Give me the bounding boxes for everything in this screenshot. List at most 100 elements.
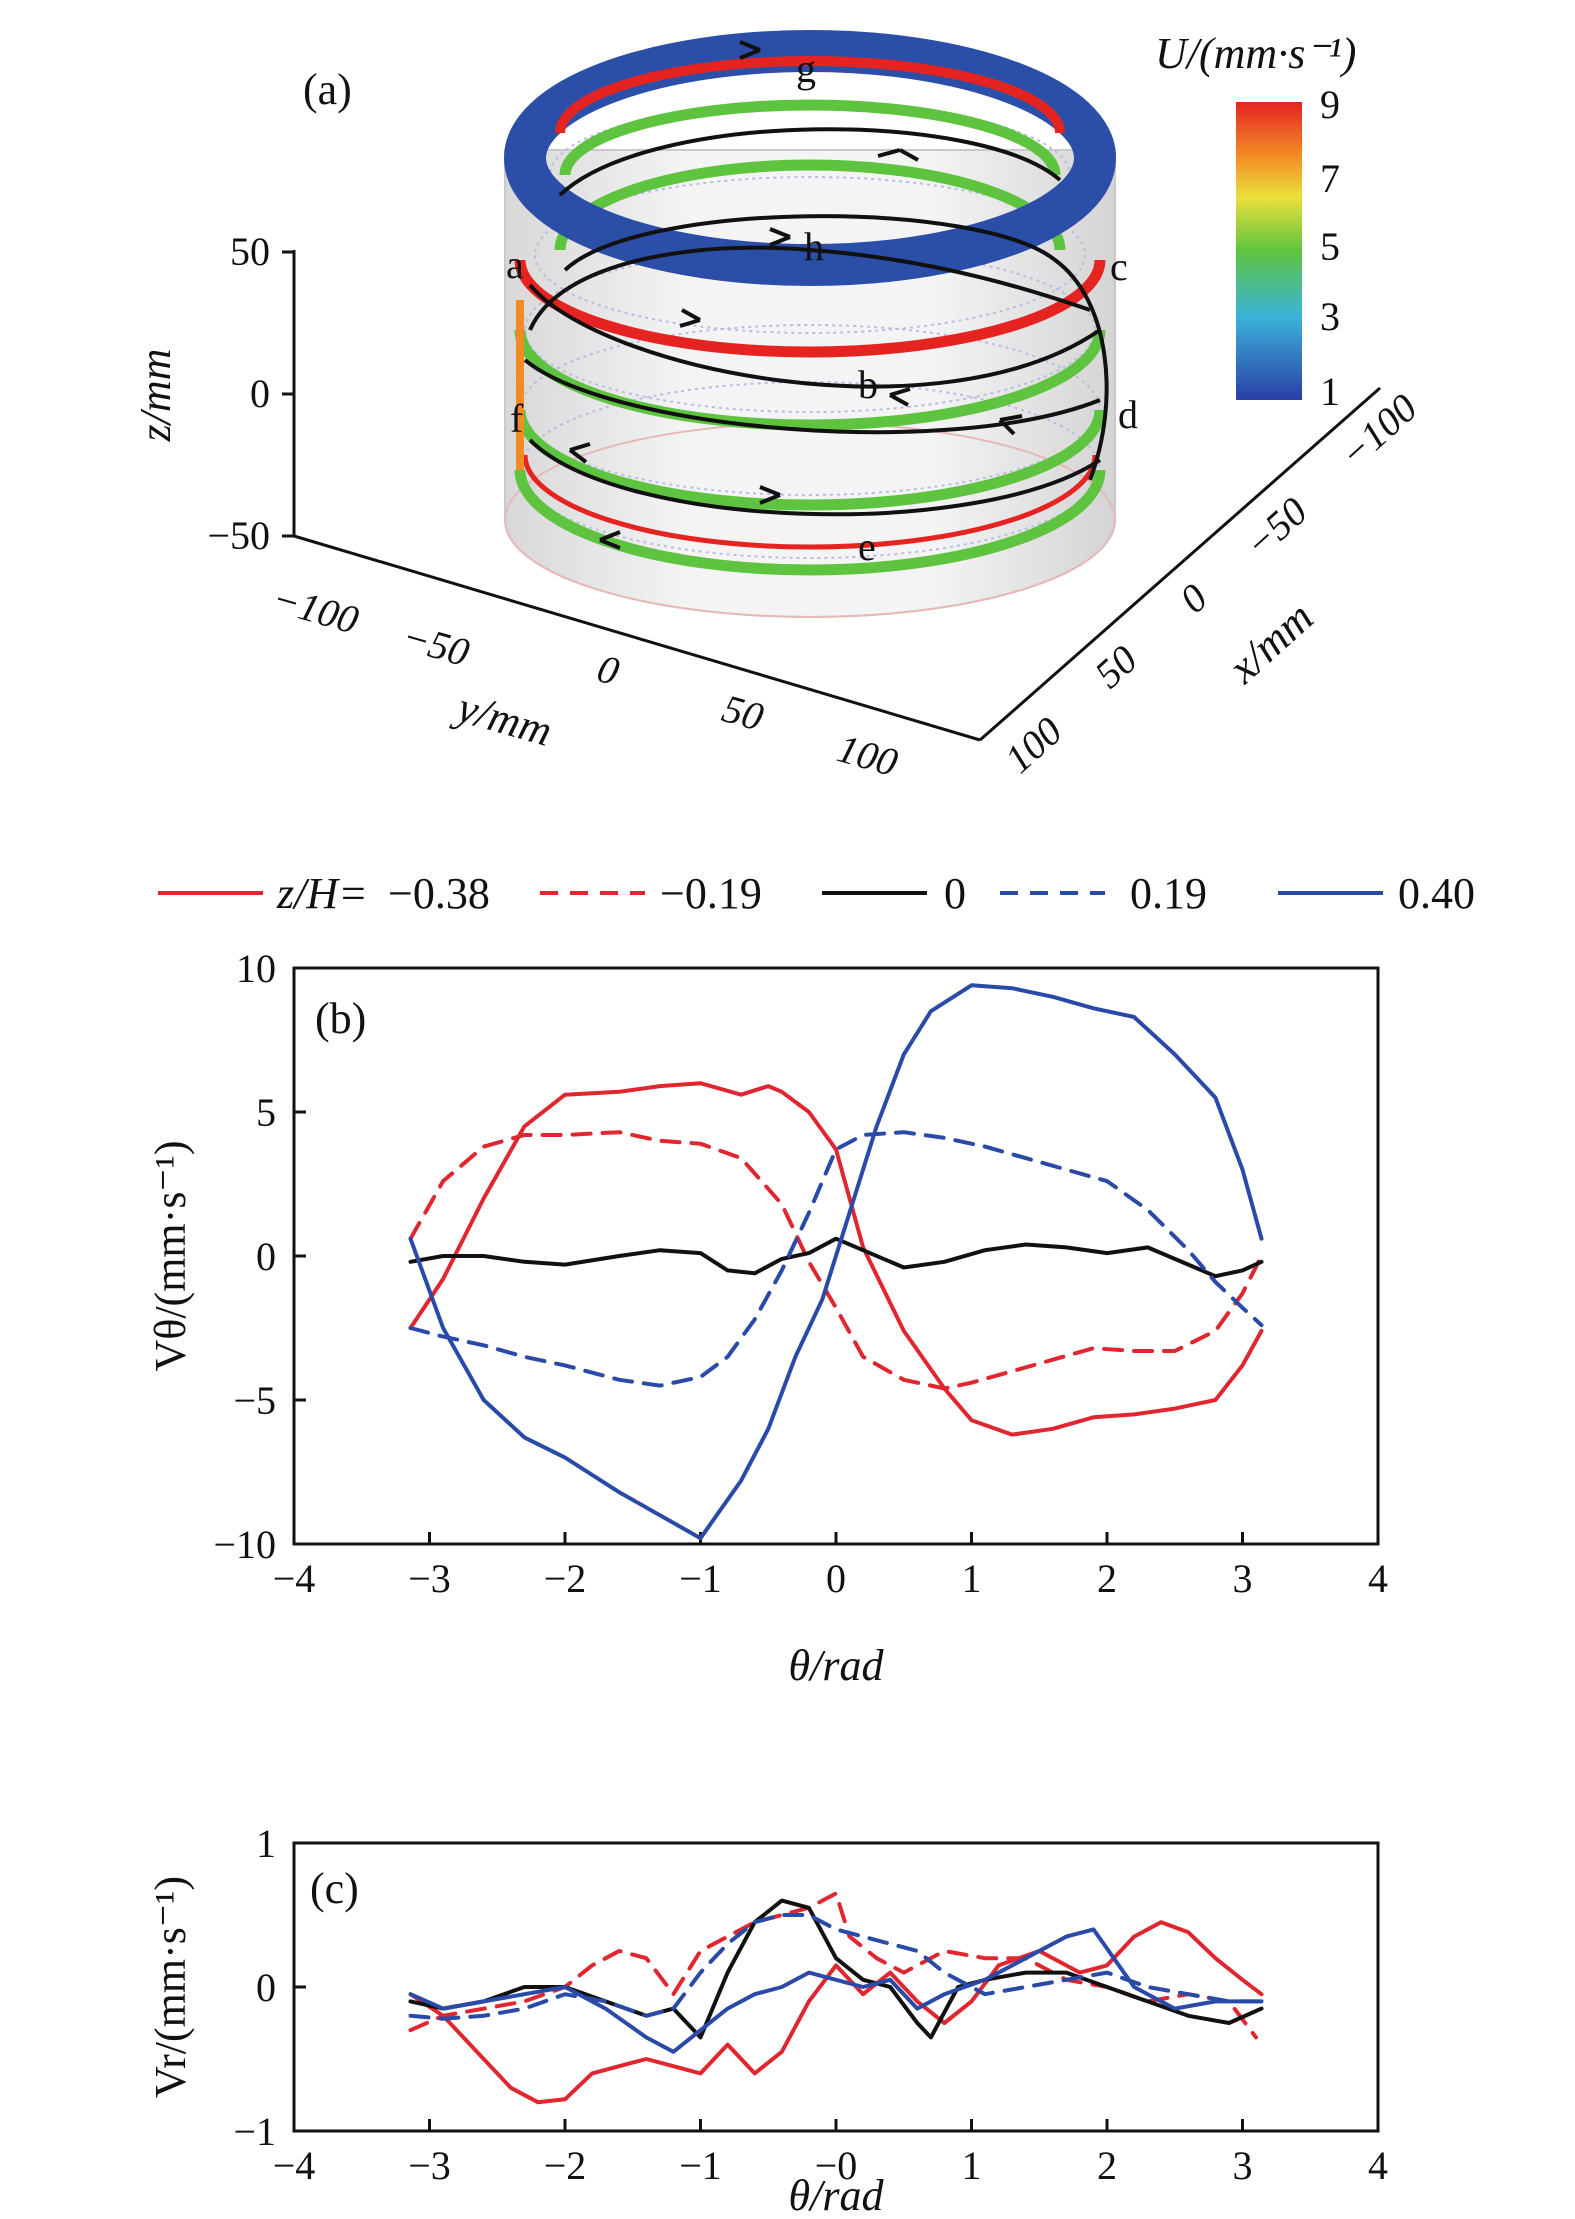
panel-b-series-line [408, 1130, 1264, 1391]
band-b [514, 329, 1106, 431]
legend-label-0: 0 [944, 869, 966, 918]
z-tick-label-0: 0 [250, 371, 270, 416]
point-label-g: g [796, 46, 816, 91]
panel-c-series-line [408, 1913, 1264, 2021]
band-g-back [559, 99, 1061, 176]
point-label-h: h [804, 224, 824, 269]
colorbar-tick-1: 1 [1320, 369, 1340, 414]
legend-label-019: 0.19 [1130, 869, 1207, 918]
x-axis-line [979, 386, 1381, 742]
panel-c-yticks: −1 0 1 [233, 1821, 306, 2154]
panel-c-xtick-label: −3 [408, 2143, 451, 2188]
cylinder: a b c d e f g h [504, 30, 1138, 618]
panel-c-ytick-label: −1 [233, 2109, 276, 2154]
panel-b-xtick-label: 1 [962, 1556, 982, 1601]
y-tick-label-50: 50 [718, 685, 769, 739]
legend-label-m038: −0.38 [388, 869, 490, 918]
y-tick-label-m50: −50 [398, 613, 475, 675]
panel-b-xtick-label: −4 [273, 1556, 316, 1601]
panel-b-series-line [408, 1130, 1264, 1388]
panel-b-ytick-label: 5 [256, 1090, 276, 1135]
panel-c-ytick-label: 1 [256, 1821, 276, 1866]
panel-b-xtick-label: −3 [408, 1556, 451, 1601]
x-tick-label-100: 100 [996, 708, 1071, 782]
panel-c-xlabel: θ/rad [789, 2171, 885, 2219]
colorbar-tick-7: 7 [1320, 156, 1340, 201]
panel-b-series-line [408, 1236, 1264, 1279]
y-tick-label-100: 100 [833, 725, 903, 785]
y-axis-label: y/mm [448, 681, 557, 755]
panel-a-axes [282, 250, 1381, 742]
z-tick-label-50: 50 [230, 229, 270, 274]
panel-b-xticks: −4 −3 −2 −1 0 1 2 3 4 [273, 1532, 1388, 1601]
panel-a: (a) 50 0 −50 z/mm −100 −50 0 50 100 y/mm… [131, 29, 1426, 785]
colorbar-title: U/(mm·s⁻¹) [1155, 29, 1356, 78]
legend-label-040: 0.40 [1398, 869, 1475, 918]
panel-b-xtick-label: 3 [1233, 1556, 1253, 1601]
panel-c-ylabel: Vr/(mm·s⁻¹) [146, 1876, 195, 2098]
panel-c-xtick-label: −0 [815, 2143, 858, 2188]
panel-c-xtick-label: 2 [1097, 2143, 1117, 2188]
panel-c-label: (c) [310, 1864, 359, 1913]
panel-c-xtick-label: 3 [1233, 2143, 1253, 2188]
panel-b-series [408, 983, 1264, 1541]
streamline-arrows [568, 40, 1023, 550]
panel-b-xtick-label: 4 [1368, 1556, 1388, 1601]
panel-c-xtick-label: −2 [544, 2143, 587, 2188]
x-axis-label: x/mm [1218, 592, 1322, 693]
band-d [514, 409, 1106, 511]
colorbar-gradient [1236, 102, 1302, 400]
panel-b-xtick-label: 2 [1097, 1556, 1117, 1601]
panel-b-xtick-label: 0 [826, 1556, 846, 1601]
panel-c-xtick-label: −4 [273, 2143, 316, 2188]
panel-b: (b) θ/rad Vθ/(mm·s⁻¹) −4 −3 −2 −1 0 1 2 3 4 −10−… [146, 946, 1388, 1690]
point-label-c: c [1110, 244, 1128, 289]
panel-b-series-line [408, 983, 1264, 1541]
panel-b-xtick-label: −2 [544, 1556, 587, 1601]
colorbar-tick-3: 3 [1320, 294, 1340, 339]
streamlines [523, 127, 1109, 517]
panel-c-series-line [408, 1891, 1258, 2040]
panel-b-label: (b) [315, 994, 366, 1043]
z-tick-label-m50: −50 [207, 513, 270, 558]
point-label-d: d [1118, 392, 1138, 437]
panel-b-ytick-label: 10 [236, 946, 276, 991]
panel-a-label: (a) [303, 65, 352, 114]
panel-c-xtick-label: 1 [962, 2143, 982, 2188]
colorbar-tick-5: 5 [1320, 224, 1340, 269]
x-tick-label-m50: −50 [1236, 488, 1316, 566]
colorbar-tick-9: 9 [1320, 82, 1340, 127]
point-label-e: e [858, 524, 876, 569]
y-tick-label-0: 0 [593, 645, 625, 694]
point-label-b: b [858, 362, 878, 407]
band-e [514, 469, 1106, 576]
panel-b-ytick-label: −5 [233, 1378, 276, 1423]
panel-c-xticks: −4 −3 −2 −1 −0 1 2 3 4 [273, 2119, 1388, 2188]
top-ring [504, 30, 1116, 286]
z-axis-label: z/mm [131, 349, 180, 443]
legend-prefix: z/H= [276, 869, 368, 918]
y-tick-label-m100: −100 [268, 575, 364, 642]
band-e-top [522, 454, 1098, 550]
point-label-f: f [510, 396, 524, 441]
point-labels: a b c d e f g h [506, 46, 1138, 569]
top-ring-inner-red [555, 56, 1065, 134]
panel-c-frame [292, 1841, 1380, 2133]
panel-b-ylabel: Vθ/(mm·s⁻¹) [146, 1140, 195, 1371]
panel-c-xtick-label: −1 [679, 2143, 722, 2188]
colorbar: U/(mm·s⁻¹) 9 7 5 3 1 [1155, 29, 1356, 414]
x-tick-label-0: 0 [1171, 575, 1216, 622]
panel-b-ytick-label: 0 [256, 1234, 276, 1279]
panel-b-xtick-label: −1 [679, 1556, 722, 1601]
panel-b-series-line [408, 1081, 1264, 1437]
panel-b-ytick-label: −10 [213, 1522, 276, 1567]
panel-c-series-line [408, 1898, 1264, 2040]
panel-b-xlabel: θ/rad [789, 1641, 885, 1690]
point-label-a: a [506, 242, 524, 287]
panel-c-series-line [408, 1920, 1264, 2105]
panel-c-ytick-label: 0 [256, 1965, 276, 2010]
y-axis-line [293, 534, 981, 742]
panel-c-series-line [408, 1927, 1264, 2054]
x-tick-label-m100: −100 [1331, 385, 1426, 477]
